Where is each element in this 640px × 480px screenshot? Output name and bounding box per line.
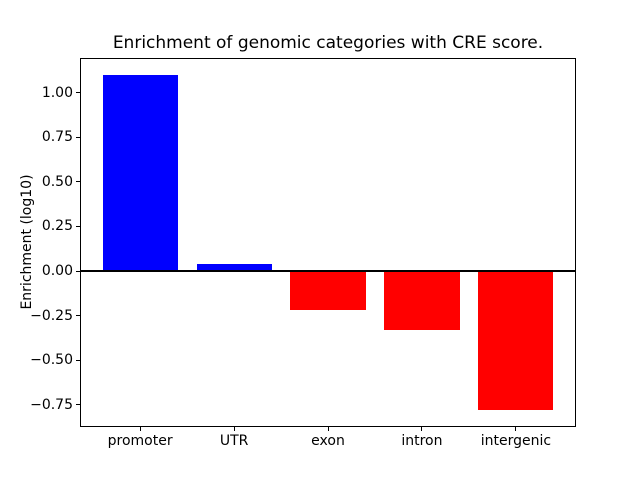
bar-exon [290, 271, 366, 311]
y-tick [76, 181, 80, 183]
x-tick-label-promoter: promoter [107, 433, 173, 449]
bar-intergenic [478, 271, 554, 411]
bar-UTR [196, 263, 272, 271]
x-tick-label-intron: intron [401, 433, 443, 449]
y-tick [76, 315, 80, 317]
y-axis-label: Enrichment (log10) [19, 174, 35, 309]
x-tick-label-exon: exon [311, 433, 345, 449]
y-tick-label: −0.75 [30, 396, 73, 413]
y-tick [76, 404, 80, 406]
x-tick-label-intergenic: intergenic [480, 433, 552, 449]
y-tick-label: 0.25 [41, 218, 73, 235]
x-tick [327, 427, 329, 431]
bar-intron [384, 271, 460, 330]
y-tick [76, 270, 80, 272]
chart-title: Enrichment of genomic categories with CR… [112, 33, 544, 53]
x-tick-label-UTR: UTR [219, 433, 249, 449]
zero-line [80, 270, 576, 272]
y-tick [76, 359, 80, 361]
y-axis-label-text: Enrichment (log10) [19, 174, 35, 310]
y-tick-label: 1.00 [41, 84, 73, 101]
y-tick-label: −0.25 [30, 307, 73, 324]
y-tick [76, 92, 80, 94]
y-tick-label: −0.50 [30, 352, 73, 369]
y-tick-label: 0.75 [41, 129, 73, 146]
bar-promoter [102, 74, 178, 272]
x-tick [421, 427, 423, 431]
y-tick-label: 0.00 [41, 263, 73, 279]
x-tick [139, 427, 141, 431]
x-tick [233, 427, 235, 431]
y-tick [76, 136, 80, 138]
y-tick [76, 225, 80, 227]
x-tick [515, 427, 517, 431]
y-tick-label: 0.50 [41, 173, 73, 190]
